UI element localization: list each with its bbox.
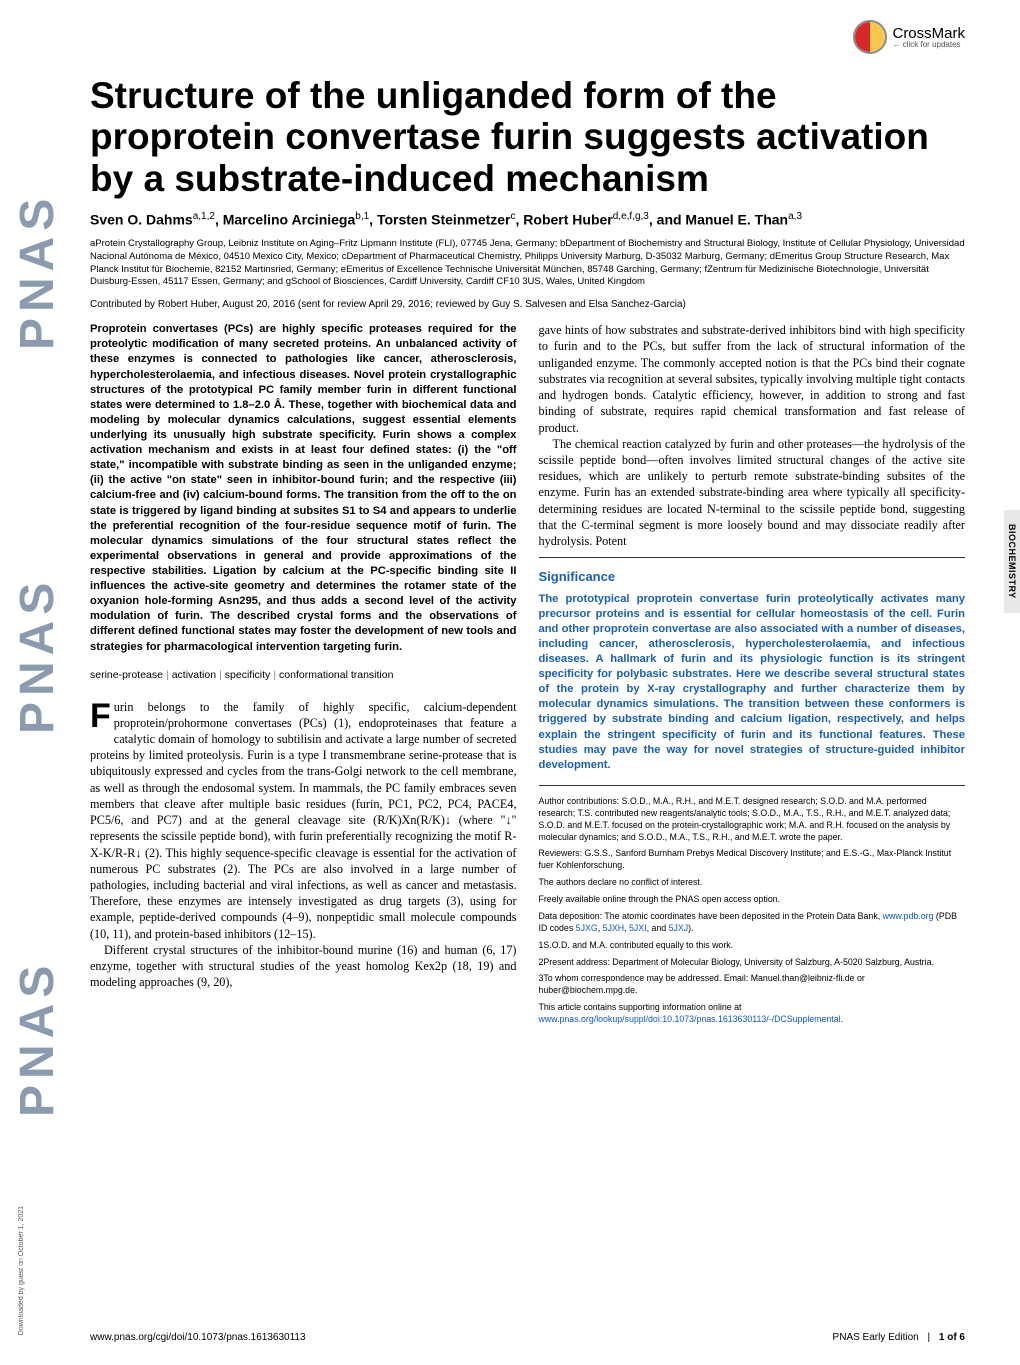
footnote-correspondence: 3To whom correspondence may be addressed… (539, 973, 966, 997)
body-paragraph: Different crystal structures of the inhi… (90, 942, 517, 991)
footnote-open-access: Freely available online through the PNAS… (539, 894, 966, 906)
footer-page-info: PNAS Early Edition | 1 of 6 (833, 1332, 965, 1343)
footnotes: Author contributions: S.O.D., M.A., R.H.… (539, 796, 966, 1026)
footnote-reviewers: Reviewers: G.S.S., Sanford Burnham Preby… (539, 848, 966, 872)
footer-page-number: 1 of 6 (939, 1332, 965, 1343)
contributed-line: Contributed by Robert Huber, August 20, … (90, 299, 965, 310)
crossmark-icon (853, 20, 887, 54)
significance-text: The prototypical proprotein convertase f… (539, 592, 966, 773)
body-paragraph: The chemical reaction catalyzed by furin… (539, 436, 966, 550)
right-column: gave hints of how substrates and substra… (539, 322, 966, 1031)
pnas-logo-text: PNAS (10, 193, 65, 350)
two-column-layout: Proprotein convertases (PCs) are highly … (90, 322, 965, 1031)
affiliations: aProtein Crystallography Group, Leibniz … (90, 238, 965, 289)
keyword: specificity (225, 669, 271, 681)
footnote-supporting-info: This article contains supporting informa… (539, 1002, 966, 1026)
pnas-logo-text: PNAS (10, 576, 65, 733)
body-paragraph: gave hints of how substrates and substra… (539, 322, 966, 436)
keyword: serine-protease (90, 669, 163, 681)
footnote-equal-contribution: 1S.O.D. and M.A. contributed equally to … (539, 940, 966, 952)
article-title: Structure of the unliganded form of the … (90, 75, 965, 199)
footer-edition: PNAS Early Edition (833, 1332, 919, 1343)
crossmark-label: CrossMark ← click for updates (892, 26, 965, 49)
section-tab-biochemistry: BIOCHEMISTRY (1004, 510, 1020, 613)
footnote-conflict: The authors declare no conflict of inter… (539, 877, 966, 889)
keyword: activation (172, 669, 216, 681)
download-note: Downloaded by guest on October 1, 2021 (18, 1206, 25, 1335)
crossmark-subtitle: ← click for updates (892, 41, 965, 49)
footnote-author-contributions: Author contributions: S.O.D., M.A., R.H.… (539, 796, 966, 844)
footnote-data-deposition: Data deposition: The atomic coordinates … (539, 911, 966, 935)
left-column: Proprotein convertases (PCs) are highly … (90, 322, 517, 1031)
authors-line: Sven O. Dahmsa,1,2, Marcelino Arciniegab… (90, 211, 965, 228)
body-text-right: gave hints of how substrates and substra… (539, 322, 966, 549)
body-text-left: Furin belongs to the family of highly sp… (90, 699, 517, 991)
keywords-line: serine-protease|activation|specificity|c… (90, 669, 517, 683)
keyword: conformational transition (279, 669, 393, 681)
abstract-text: Proprotein convertases (PCs) are highly … (90, 322, 517, 654)
significance-box: Significance The prototypical proprotein… (539, 557, 966, 786)
page-footer: www.pnas.org/cgi/doi/10.1073/pnas.161363… (90, 1332, 965, 1343)
pnas-logo-text: PNAS (10, 960, 65, 1117)
page: PNAS PNAS PNAS CrossMark ← click for upd… (0, 0, 1020, 1365)
significance-heading: Significance (539, 568, 966, 585)
footer-doi: www.pnas.org/cgi/doi/10.1073/pnas.161363… (90, 1332, 306, 1343)
crossmark-title: CrossMark (892, 26, 965, 41)
footnote-present-address: 2Present address: Department of Molecula… (539, 957, 966, 969)
pnas-logo-sidebar: PNAS PNAS PNAS (10, 80, 65, 1230)
body-paragraph: Furin belongs to the family of highly sp… (90, 699, 517, 942)
crossmark-badge[interactable]: CrossMark ← click for updates (853, 20, 965, 54)
